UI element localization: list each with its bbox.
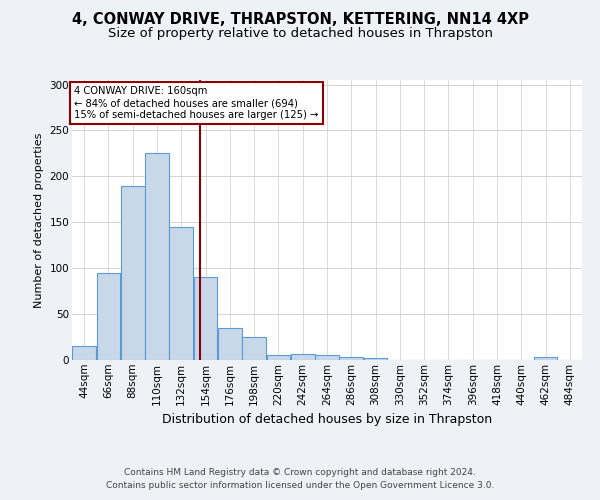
Bar	[97, 273, 121, 360]
Bar	[72, 346, 96, 360]
Text: Size of property relative to detached houses in Thrapston: Size of property relative to detached ho…	[107, 28, 493, 40]
Bar	[145, 154, 169, 360]
Bar	[242, 337, 266, 360]
Text: 4 CONWAY DRIVE: 160sqm
← 84% of detached houses are smaller (694)
15% of semi-de: 4 CONWAY DRIVE: 160sqm ← 84% of detached…	[74, 86, 319, 120]
Bar	[364, 358, 388, 360]
Bar	[340, 357, 363, 360]
Y-axis label: Number of detached properties: Number of detached properties	[34, 132, 44, 308]
Bar	[266, 356, 290, 360]
Bar	[194, 278, 217, 360]
Text: Contains HM Land Registry data © Crown copyright and database right 2024.: Contains HM Land Registry data © Crown c…	[124, 468, 476, 477]
Bar	[121, 186, 145, 360]
Bar	[291, 354, 314, 360]
Text: Contains public sector information licensed under the Open Government Licence 3.: Contains public sector information licen…	[106, 480, 494, 490]
Bar	[315, 356, 339, 360]
X-axis label: Distribution of detached houses by size in Thrapston: Distribution of detached houses by size …	[162, 413, 492, 426]
Text: 4, CONWAY DRIVE, THRAPSTON, KETTERING, NN14 4XP: 4, CONWAY DRIVE, THRAPSTON, KETTERING, N…	[71, 12, 529, 28]
Bar	[533, 357, 557, 360]
Bar	[169, 227, 193, 360]
Bar	[218, 328, 242, 360]
